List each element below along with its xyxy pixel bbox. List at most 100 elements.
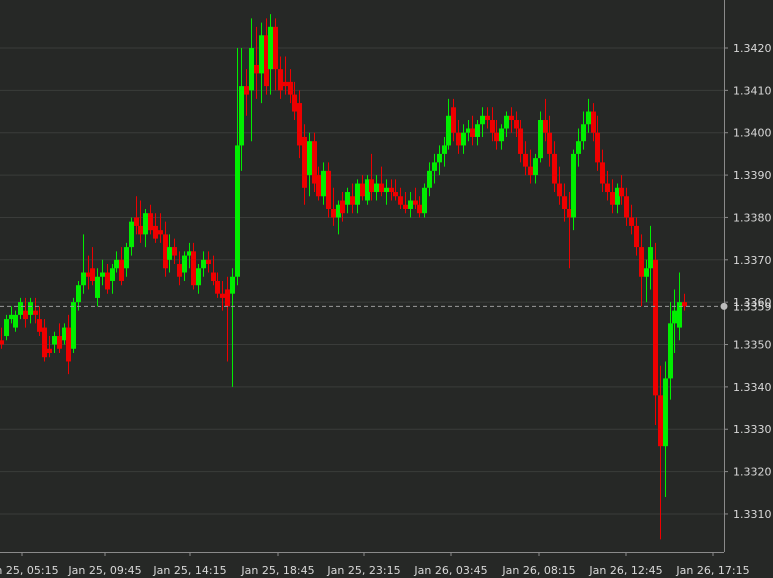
x-tick-label: Jan 25, 05:15 — [0, 564, 59, 577]
x-tick-label: Jan 25, 18:45 — [240, 564, 314, 577]
candle — [312, 132, 317, 193]
candle — [134, 196, 139, 235]
candle — [408, 192, 413, 218]
candle-body — [119, 259, 124, 281]
candle-body — [9, 314, 14, 320]
candle — [288, 69, 293, 104]
candle-body — [201, 259, 206, 269]
candle — [254, 26, 259, 99]
candle — [533, 153, 538, 184]
candle-body — [456, 132, 461, 146]
candle-body — [499, 128, 504, 142]
candle — [215, 272, 220, 298]
candle-body — [509, 115, 514, 121]
candle-body — [446, 115, 451, 146]
candle — [461, 124, 466, 154]
candle — [398, 187, 403, 209]
candle — [163, 221, 168, 277]
candle — [432, 153, 437, 184]
candle — [422, 183, 427, 218]
candle — [259, 22, 264, 104]
candle — [668, 302, 673, 400]
candle — [591, 103, 596, 142]
candle — [302, 124, 307, 205]
candle-body — [398, 196, 403, 205]
candle-body — [677, 302, 682, 328]
candle — [446, 98, 451, 150]
candle — [552, 141, 557, 193]
candle — [23, 297, 28, 328]
x-tick-label: Jan 26, 12:45 — [588, 564, 662, 577]
candle-body — [514, 120, 519, 129]
candle-body — [105, 272, 110, 290]
candle-body — [422, 187, 427, 214]
candle-body — [191, 251, 196, 286]
candle-body — [235, 145, 240, 277]
candle-body — [249, 48, 254, 91]
candle — [644, 259, 649, 303]
candle-body — [417, 204, 422, 214]
candle — [283, 56, 288, 95]
candle — [389, 179, 394, 201]
y-tick-label: 1.3360 — [733, 296, 772, 309]
candle — [365, 175, 370, 205]
candle — [413, 187, 418, 209]
candle-body — [124, 247, 129, 269]
candle-body — [312, 141, 317, 184]
candle-body — [389, 187, 394, 193]
candle — [629, 204, 634, 235]
candle — [316, 166, 321, 201]
candle-body — [90, 268, 95, 281]
candle-body — [668, 323, 673, 379]
candle — [37, 306, 42, 337]
candle-body — [316, 175, 321, 197]
candle-body — [283, 81, 288, 87]
candle-body — [259, 35, 264, 74]
candle-body — [47, 348, 52, 353]
candle-body — [533, 158, 538, 176]
candle-body — [52, 336, 57, 345]
candle — [326, 162, 331, 218]
candle — [148, 204, 153, 235]
candle — [466, 120, 471, 142]
x-tick-label: Jan 25, 14:15 — [152, 564, 226, 577]
candle — [624, 187, 629, 226]
candle-body — [167, 247, 172, 260]
candle-body — [648, 247, 653, 269]
candle — [244, 69, 249, 116]
candle — [42, 319, 47, 362]
candle-body — [302, 136, 307, 188]
candle-body — [619, 187, 624, 197]
candle-body — [427, 170, 432, 188]
candle-body — [523, 153, 528, 167]
candle-body — [196, 268, 201, 286]
candle-body — [682, 302, 687, 307]
y-tick-label: 1.3420 — [733, 42, 772, 55]
candle-body — [653, 259, 658, 396]
candle-body — [18, 302, 23, 315]
candle-body — [28, 302, 33, 315]
candle-body — [567, 208, 572, 218]
candle-body — [182, 255, 187, 273]
candle — [230, 268, 235, 387]
candle-body — [336, 204, 341, 218]
candle-body — [432, 162, 437, 171]
candle-body — [297, 103, 302, 146]
candle-body — [384, 187, 389, 193]
candle-body — [331, 208, 336, 218]
candle-body — [76, 285, 81, 303]
y-tick-label: 1.3330 — [733, 423, 772, 436]
candle-body — [480, 115, 485, 125]
candle-body — [552, 153, 557, 184]
candle — [490, 107, 495, 142]
candle-body — [562, 196, 567, 209]
candle-body — [672, 310, 677, 324]
candle — [470, 115, 475, 146]
candle-body — [42, 327, 47, 358]
candle-body — [37, 319, 42, 332]
candle-body — [62, 327, 67, 341]
candle — [114, 251, 119, 273]
y-tick-label: 1.3390 — [733, 169, 772, 182]
candle-body — [95, 276, 100, 298]
candle — [129, 217, 134, 256]
